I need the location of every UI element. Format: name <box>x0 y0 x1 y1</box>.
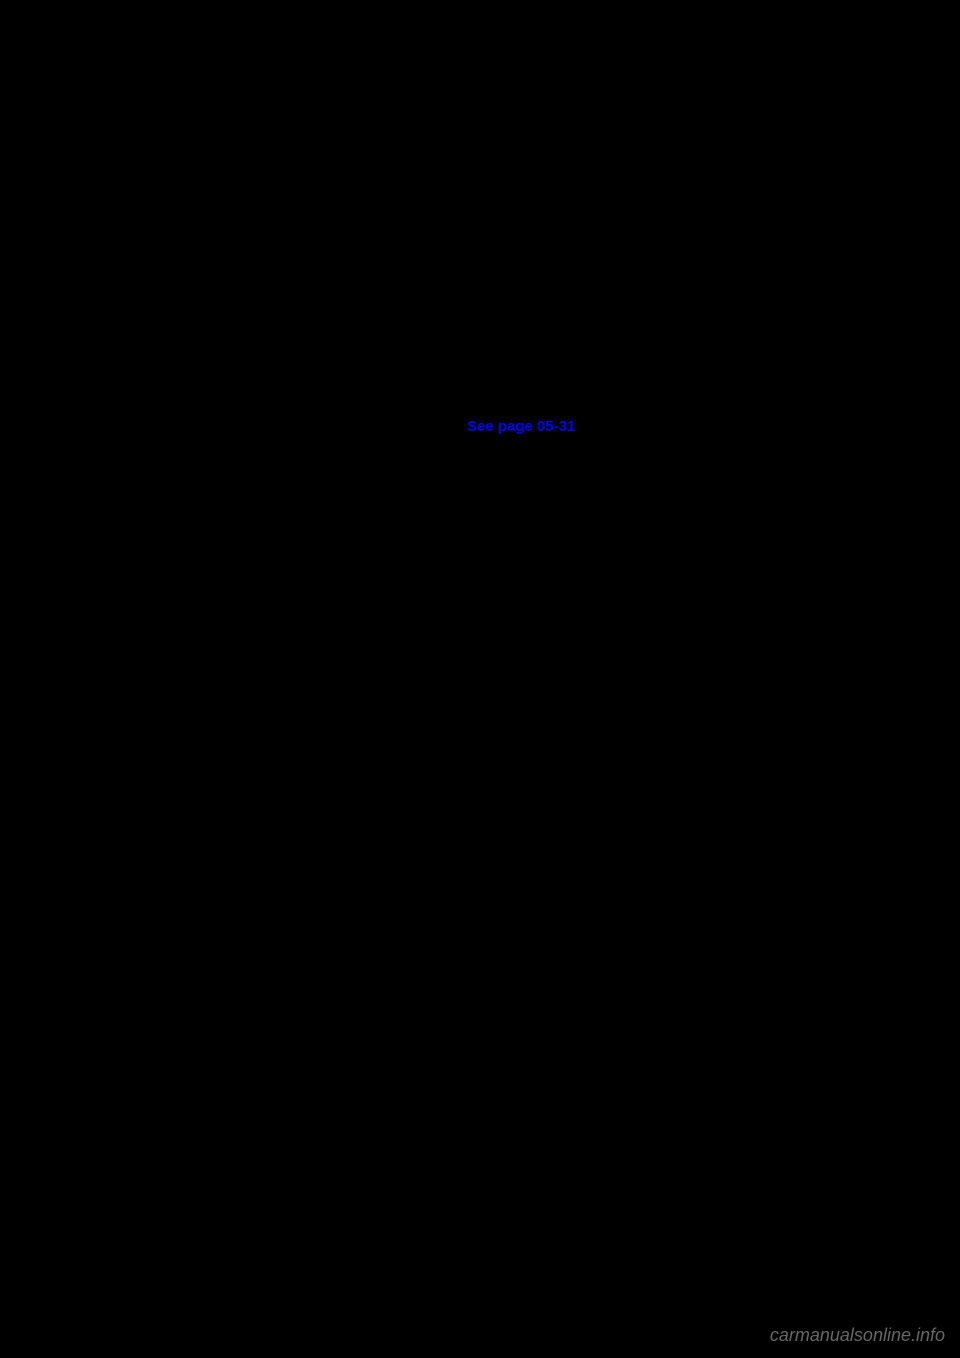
watermark-text: carmanualsonline.info <box>770 1325 945 1346</box>
page-reference-link[interactable]: See page 05-31 <box>467 418 575 435</box>
